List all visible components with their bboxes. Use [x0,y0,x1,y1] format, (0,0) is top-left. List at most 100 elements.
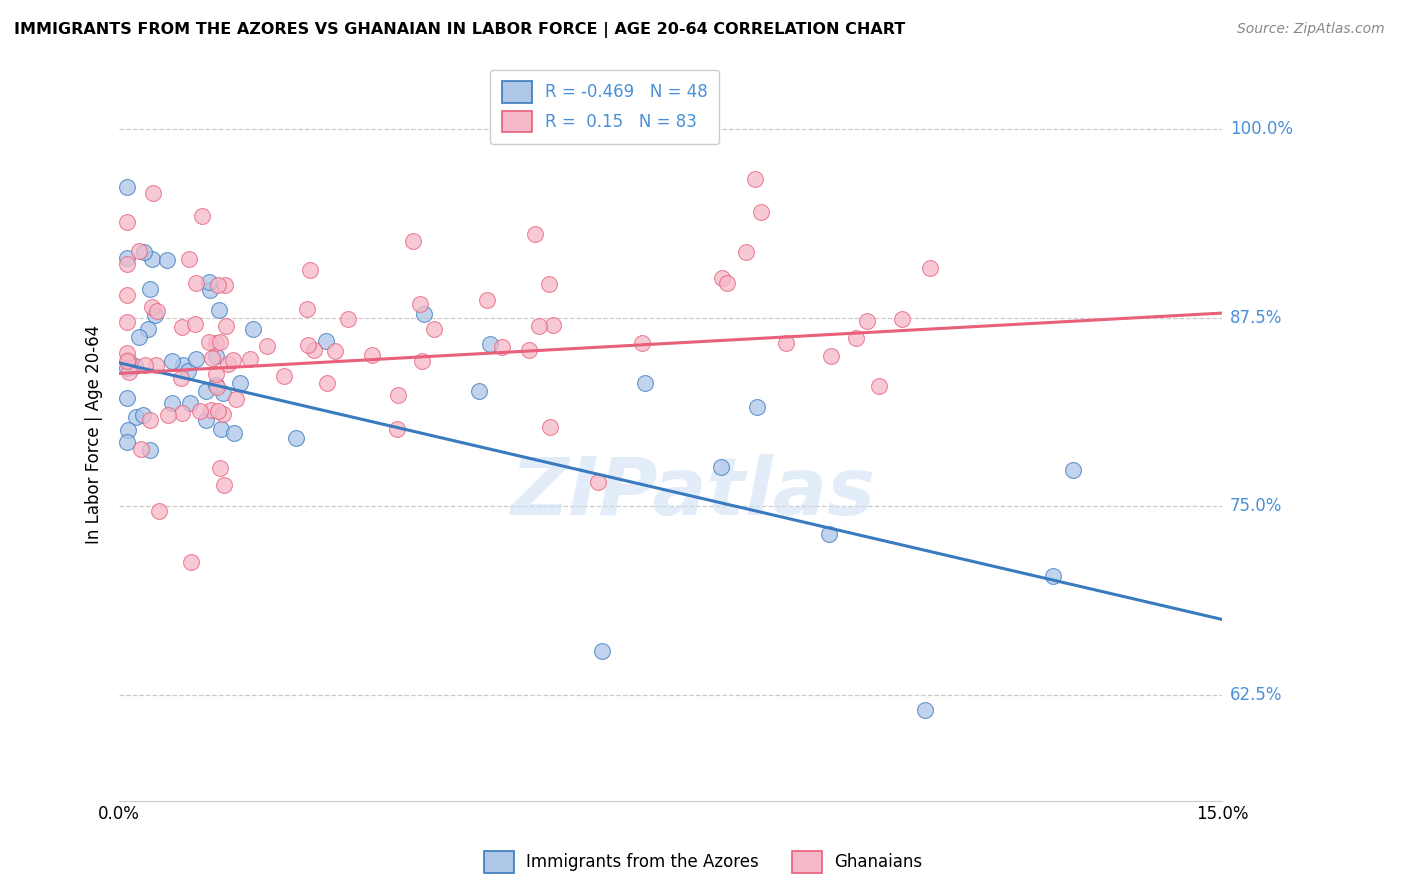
Text: ZIPatlas: ZIPatlas [510,454,876,533]
Point [179,252,201,267]
Point [156,253,179,268]
Point [890,312,912,326]
Point [749,204,772,219]
Text: 100.0%: 100.0% [1230,120,1292,138]
Point [856,314,879,328]
Point [225,392,247,407]
Point [207,277,229,292]
Point [117,352,139,367]
Point [591,644,613,658]
Point [478,336,501,351]
Point [148,504,170,518]
Text: 75.0%: 75.0% [1230,497,1282,516]
Text: 87.5%: 87.5% [1230,309,1282,326]
Point [180,555,202,569]
Legend: R = -0.469   N = 48, R =  0.15   N = 83: R = -0.469 N = 48, R = 0.15 N = 83 [489,70,720,144]
Point [172,406,194,420]
Point [631,336,654,351]
Point [222,426,245,441]
Point [744,172,766,186]
Point [217,357,239,371]
Point [198,284,221,298]
Point [845,331,868,345]
Point [212,478,235,492]
Point [209,334,232,349]
Point [298,263,321,277]
Point [524,227,547,242]
Point [868,379,890,393]
Point [1042,569,1064,583]
Point [273,369,295,384]
Point [212,407,235,421]
Point [194,412,217,426]
Point [188,403,211,417]
Point [920,260,942,275]
Point [179,395,201,409]
Point [177,364,200,378]
Point [316,376,339,391]
Point [128,330,150,344]
Point [211,385,233,400]
Point [139,413,162,427]
Point [205,377,228,392]
Point [239,351,262,366]
Point [818,527,841,541]
Point [256,339,278,353]
Point [541,318,564,332]
Point [145,358,167,372]
Point [325,343,347,358]
Point [205,380,228,394]
Point [517,343,540,358]
Point [118,365,141,379]
Point [115,391,138,405]
Point [115,346,138,360]
Point [229,376,252,390]
Point [1062,462,1084,476]
Point [204,349,226,363]
Point [132,244,155,259]
Point [527,318,550,333]
Legend: Immigrants from the Azores, Ghanaians: Immigrants from the Azores, Ghanaians [478,845,928,880]
Point [411,353,433,368]
Point [337,312,360,326]
Point [170,371,193,385]
Point [115,354,138,368]
Point [491,340,513,354]
Point [198,334,221,349]
Point [538,419,561,434]
Point [184,317,207,331]
Point [160,354,183,368]
Point [184,351,207,366]
Point [586,475,609,490]
Point [208,302,231,317]
Point [710,271,733,285]
Point [115,180,138,194]
Point [412,307,434,321]
Y-axis label: In Labor Force | Age 20-64: In Labor Force | Age 20-64 [86,325,103,544]
Point [204,336,226,351]
Point [143,308,166,322]
Point [191,209,214,223]
Point [157,408,180,422]
Point [146,304,169,318]
Point [115,360,138,375]
Point [134,358,156,372]
Point [186,276,208,290]
Point [914,703,936,717]
Point [537,277,560,292]
Point [160,396,183,410]
Point [634,376,657,391]
Point [132,408,155,422]
Point [387,388,409,402]
Point [408,297,430,311]
Point [115,434,138,449]
Point [129,442,152,457]
Point [172,320,194,334]
Point [423,322,446,336]
Point [734,244,756,259]
Point [194,384,217,399]
Point [125,409,148,424]
Text: Source: ZipAtlas.com: Source: ZipAtlas.com [1237,22,1385,37]
Point [360,348,382,362]
Point [209,422,232,436]
